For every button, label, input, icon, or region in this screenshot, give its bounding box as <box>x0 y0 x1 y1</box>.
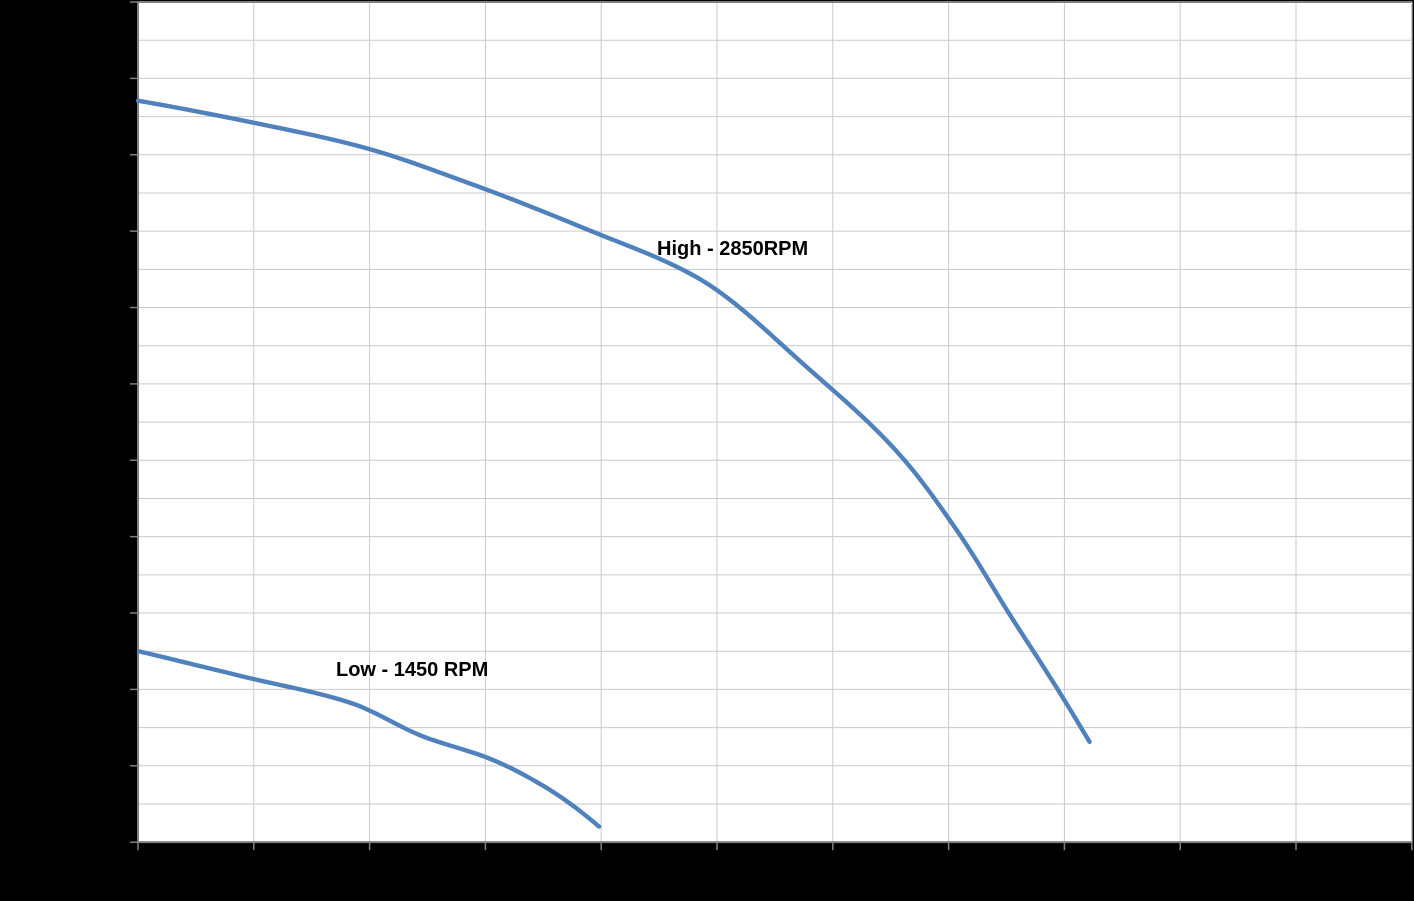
svg-text:High - 2850RPM: High - 2850RPM <box>657 238 808 260</box>
svg-text:Low - 1450 RPM: Low - 1450 RPM <box>336 659 488 681</box>
